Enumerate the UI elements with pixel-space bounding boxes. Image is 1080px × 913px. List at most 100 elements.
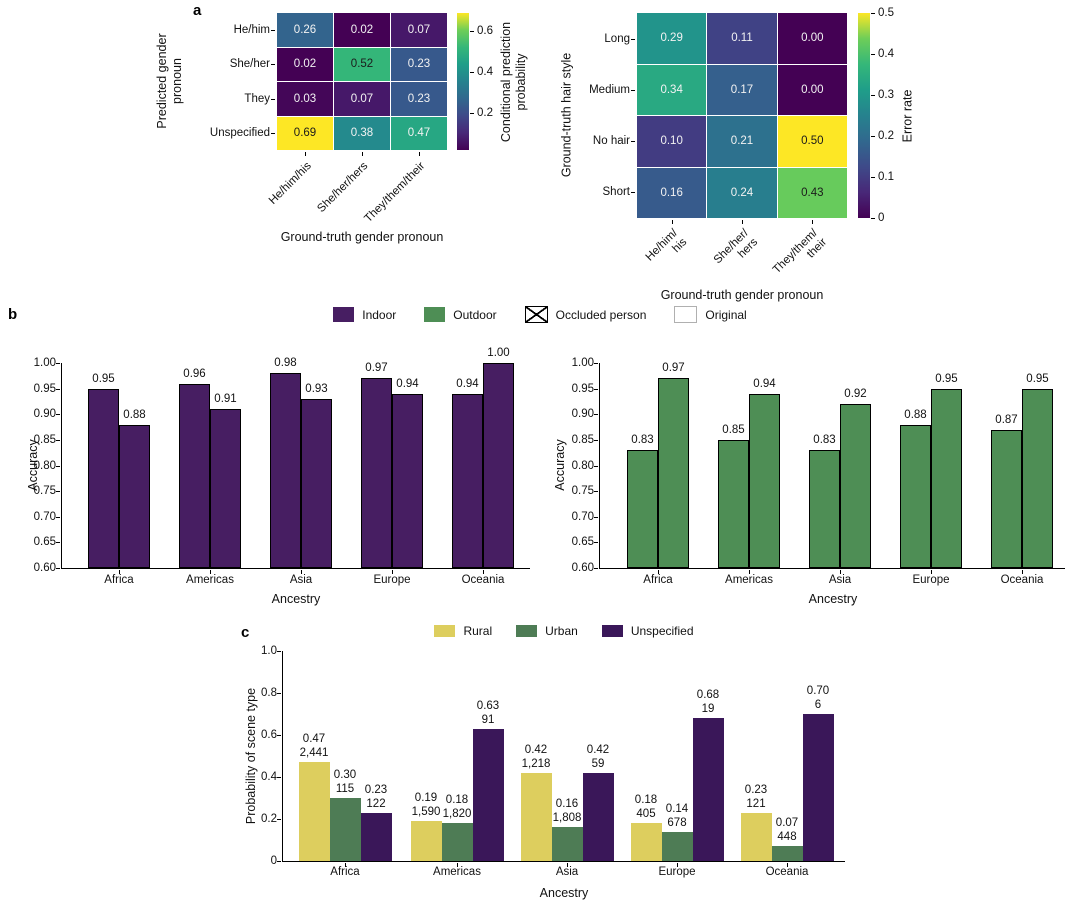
bar-annotation-value: 0.42 xyxy=(524,743,548,756)
colorbar-tick-mark xyxy=(871,95,875,96)
bar-value-label: 0.94 xyxy=(456,377,479,390)
bar-annotation-value: 0.63 xyxy=(476,699,500,712)
bar-value-label: 0.94 xyxy=(753,377,776,390)
x-tick-label: Africa xyxy=(104,574,134,586)
y-tick-mark xyxy=(56,414,60,416)
bar-annotation: 0.07 448 xyxy=(776,816,798,844)
x-axis-label: Ancestry xyxy=(271,592,321,606)
x-tick-mark xyxy=(658,570,659,574)
bar-annotation: 0.63 91 xyxy=(477,699,499,727)
bar-annotation-value: 0.68 xyxy=(696,689,720,702)
y-tick-label: 0.60 xyxy=(33,562,56,574)
bar-annotation-value: 0.18 xyxy=(445,794,469,807)
bar xyxy=(627,450,658,568)
y-tick-label: 0.4 xyxy=(261,771,277,783)
x-tick-mark xyxy=(812,220,813,224)
heatmap-cell: 0.24 xyxy=(707,167,777,218)
x-tick-label-text: He/him/his xyxy=(267,160,315,208)
legend-swatch xyxy=(434,625,456,637)
bar-annotation-count: 2,441 xyxy=(299,747,329,760)
x-tick-label-text: She/her/hers xyxy=(711,227,760,276)
legend-label: Rural xyxy=(463,624,493,638)
y-axis-label: Accuracy xyxy=(553,439,567,491)
colorbar-tick-label: 0.3 xyxy=(878,89,894,101)
y-tick-mark xyxy=(56,491,60,493)
heatmap-row-label: No hair xyxy=(592,135,630,148)
x-tick-mark xyxy=(672,220,673,224)
bar xyxy=(361,378,392,568)
colorbar-tick-label: 0.2 xyxy=(477,107,493,120)
heatmap-cell: 0.03 xyxy=(277,82,333,116)
bar xyxy=(301,398,332,568)
legend-label: Outdoor xyxy=(453,307,497,322)
bar xyxy=(718,439,749,568)
x-axis-label: Ground-truth gender pronoun xyxy=(280,230,444,244)
legend-item: Occluded person xyxy=(524,306,646,323)
bar xyxy=(472,728,504,861)
heatmap-cell: 0.00 xyxy=(777,64,847,115)
bar-value-label: 0.87 xyxy=(995,413,1018,426)
heatmap-cell: 0.43 xyxy=(777,167,847,218)
bar xyxy=(991,429,1022,568)
y-axis-line xyxy=(282,651,283,862)
y-tick-label: 0.2 xyxy=(261,813,277,825)
y-tick-label: 0.90 xyxy=(571,408,594,421)
colorbar-tick-label: 0.2 xyxy=(878,130,894,142)
heatmap-cell: 0.11 xyxy=(707,13,777,64)
bar xyxy=(900,424,931,568)
bar-annotation-value: 0.30 xyxy=(333,769,357,781)
x-tick-label: Africa xyxy=(643,574,673,586)
x-tick-label: Africa xyxy=(330,866,360,878)
panel-c-label: c xyxy=(241,624,250,641)
bar-value-label: 1.00 xyxy=(487,347,510,359)
heatmap-cell: 0.16 xyxy=(637,167,707,218)
colorbar-tick-mark xyxy=(871,136,875,137)
bar-value-label: 0.92 xyxy=(844,388,867,400)
bar-value-label: 0.88 xyxy=(123,408,146,421)
legend-label: Indoor xyxy=(362,307,397,322)
colorbar-label-line: Error rate xyxy=(900,89,915,142)
bar xyxy=(1022,388,1053,568)
bar-annotation-count: 1,218 xyxy=(521,757,551,770)
legend-swatch xyxy=(424,307,446,322)
heatmap-cell: 0.21 xyxy=(707,116,777,167)
bar-value-label: 0.95 xyxy=(935,372,958,385)
x-tick-label-text: They/them/their xyxy=(771,227,830,286)
bar xyxy=(840,404,871,568)
bar-value-label: 0.95 xyxy=(92,372,115,385)
x-tick-label: Americas xyxy=(186,574,234,586)
x-tick-label-line: They/them/their xyxy=(362,160,428,225)
x-tick-label: Oceania xyxy=(1000,574,1044,586)
y-tick-mark xyxy=(594,465,598,467)
bar xyxy=(452,393,483,568)
bar-annotation-value: 0.23 xyxy=(744,783,768,796)
y-axis-label: Accuracy xyxy=(26,439,40,491)
bar-annotation-count: 1,808 xyxy=(552,812,582,825)
bar-annotation-value: 0.47 xyxy=(302,733,326,746)
bar-annotation-count: 59 xyxy=(591,757,605,770)
bar-annotation-value: 0.23 xyxy=(364,783,388,796)
y-tick-mark xyxy=(56,465,60,467)
bar xyxy=(661,831,693,861)
x-tick-mark xyxy=(677,863,678,867)
heatmap-row-label: They xyxy=(244,92,270,105)
bar xyxy=(658,378,689,568)
x-tick-label: Asia xyxy=(555,866,579,878)
bar-value-label: 0.85 xyxy=(722,423,745,436)
heatmap-cell: 0.17 xyxy=(707,64,777,115)
heatmap-cell: 0.69 xyxy=(277,116,333,150)
legend-swatch xyxy=(674,306,698,323)
colorbar-tick-mark xyxy=(470,31,474,33)
colorbar-tick-mark xyxy=(871,218,875,219)
y-tick-mark xyxy=(56,363,60,364)
y-tick-label: 0.85 xyxy=(571,433,594,446)
y-tick-mark xyxy=(277,735,281,736)
y-tick-mark xyxy=(631,192,635,194)
heatmap-cell: 0.52 xyxy=(334,47,390,81)
legend-swatch xyxy=(333,307,355,322)
heatmap-row-label: Medium xyxy=(589,83,630,96)
bar-annotation-count: 1,820 xyxy=(442,808,472,821)
x-tick-mark xyxy=(483,570,484,574)
y-tick-label: 0.95 xyxy=(33,382,56,395)
